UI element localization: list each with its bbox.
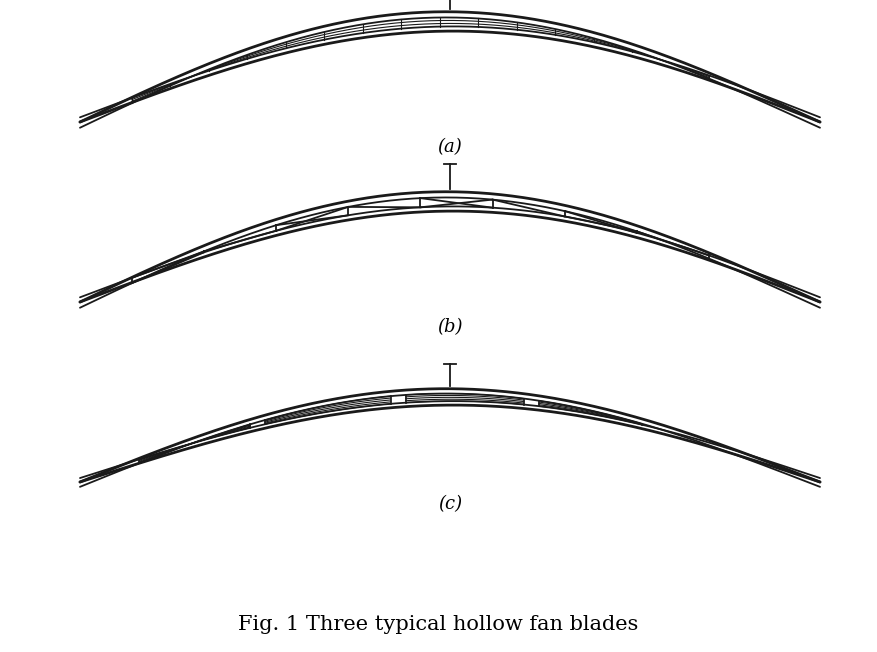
Text: Fig. 1 Three typical hollow fan blades: Fig. 1 Three typical hollow fan blades xyxy=(239,615,638,634)
Text: (c): (c) xyxy=(438,496,462,513)
Text: (a): (a) xyxy=(438,138,462,156)
Text: (b): (b) xyxy=(438,318,463,336)
